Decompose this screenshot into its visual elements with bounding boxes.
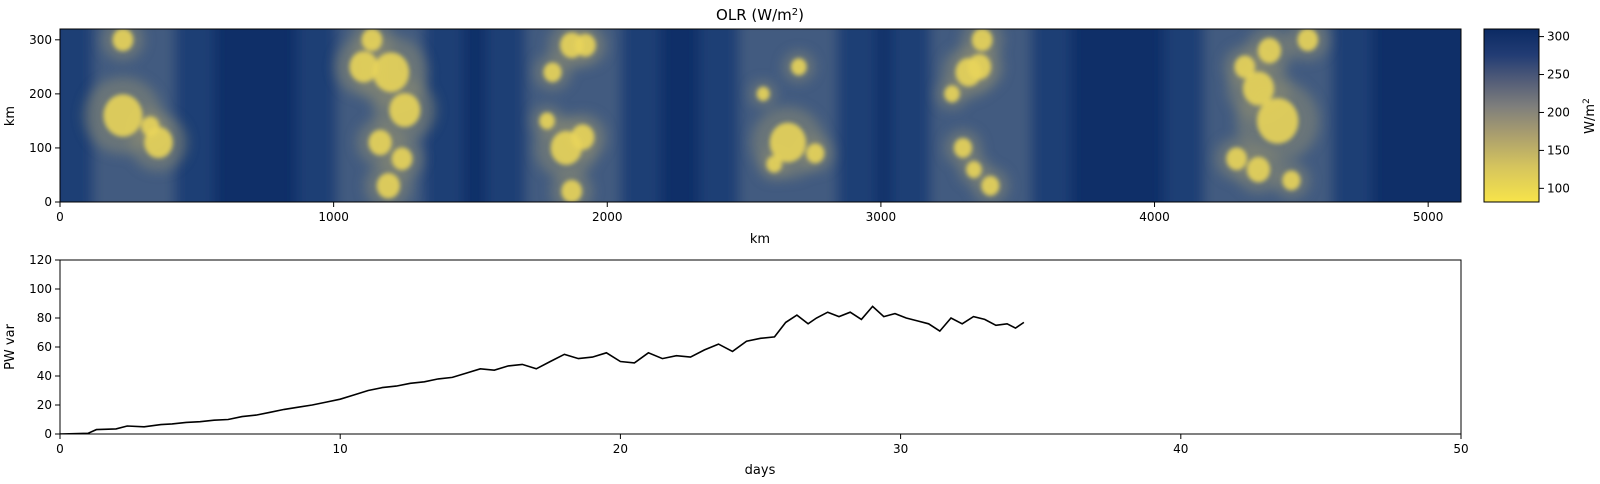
line-x-tick-label: 40 [1173,442,1188,456]
line-x-tick-label: 20 [613,442,628,456]
colorbar-tick-label: 200 [1547,105,1570,119]
cloud-cluster-5-7 [1282,170,1301,191]
heatmap-x-ticks: 0 1000 2000 3000 4000 5000 [56,202,1443,224]
line-x-ticks: 0 10 20 30 40 50 [56,434,1469,456]
cloud-cluster-4-2 [971,29,993,52]
cloud-cluster-2-6 [539,112,555,130]
colorbar-tick-label: 250 [1547,68,1570,82]
heatmap-y-ticks: 0 100 200 300 [29,33,60,209]
cloud-cluster-1-3 [368,129,392,156]
heatmap-x-axis-label: km [750,232,770,247]
line-y-tick-label: 40 [37,369,52,383]
cloud-cluster-3-4 [756,86,770,101]
cloud-cluster-1-4 [391,147,413,171]
heatmap-x-tick-label: 3000 [866,210,897,224]
line-x-tick-label: 50 [1453,442,1468,456]
line-y-axis-label: PW var [3,323,18,369]
heatmap-title: OLR (W/m2) [716,6,804,24]
cloud-cluster-5-0 [1256,98,1299,144]
cloud-cluster-2-4 [543,62,562,83]
line-x-tick-label: 30 [893,442,908,456]
cloud-cluster-1-6 [376,173,401,199]
cloud-cluster-3-3 [766,155,782,173]
cloud-cluster-2-1 [570,124,595,150]
colorbar: 100 150 200 250 300 W/m2 [1483,28,1598,203]
cloud-cluster-4-1 [967,54,992,80]
heatmap-y-tick-label: 100 [29,141,52,155]
heatmap-x-tick-label: 1000 [318,210,349,224]
cloud-cluster-1-1 [372,52,410,93]
olr-heatmap-panel: OLR (W/m2) 0 1000 2000 3000 4000 5000 0 100 200… [3,6,1462,247]
pw-var-line-panel: 0 10 20 30 40 50 0 20 40 60 80 100 120 days PW var [3,253,1469,478]
colorbar-tick-label: 300 [1547,30,1570,44]
series-line-pw-var [60,305,1025,434]
colorbar-tick-label: 100 [1547,181,1570,195]
cloud-cluster-5-4 [1226,147,1248,171]
colorbar-gradient [1483,28,1540,203]
cloud-cluster-0-3 [141,116,160,137]
line-y-tick-label: 120 [29,253,52,267]
heatmap-x-tick-label: 2000 [592,210,623,224]
line-x-tick-label: 0 [56,442,64,456]
cloud-cluster-5-2 [1257,37,1282,64]
cloud-cluster-4-5 [981,175,1000,196]
colorbar-tick-label: 150 [1547,143,1570,157]
heatmap-x-tick-label: 5000 [1413,210,1444,224]
line-y-ticks: 0 20 40 60 80 100 120 [29,253,60,441]
heatmap-y-tick-label: 200 [29,87,52,101]
cloud-cluster-2-3 [574,33,596,57]
cloud-cluster-5-6 [1246,156,1271,183]
cloud-cluster-1-5 [361,29,383,52]
heatmap-image [60,29,1461,202]
cluster-group [103,29,1319,202]
line-y-tick-label: 100 [29,282,52,296]
colorbar-label: W/m2 [1582,98,1598,134]
cloud-cluster-5-5 [1234,55,1256,79]
line-y-tick-label: 20 [37,398,52,412]
cloud-cluster-4-3 [953,138,973,158]
cloud-cluster-3-1 [806,143,825,164]
line-y-tick-label: 80 [37,311,52,325]
heatmap-y-tick-label: 0 [44,195,52,209]
cloud-cluster-1-2 [389,93,421,128]
heatmap-y-tick-label: 300 [29,33,52,47]
line-y-tick-label: 60 [37,340,52,354]
heatmap-x-tick-label: 4000 [1139,210,1170,224]
line-plot-frame [59,259,1462,435]
heatmap-y-axis-label: km [3,106,18,126]
cloud-cluster-0-2 [112,29,134,52]
line-y-tick-label: 0 [44,427,52,441]
heatmap-x-tick-label: 0 [56,210,64,224]
line-x-axis-label: days [745,463,776,478]
heatmap-frame [59,28,1462,203]
cloud-cluster-0-0 [103,94,143,137]
colorbar-ticks: 100 150 200 250 300 [1539,30,1570,195]
cloud-cluster-3-0 [769,122,807,163]
cloud-cluster-1-0 [349,51,379,83]
cloud-cluster-2-5 [561,179,583,202]
cloud-cluster-4-6 [944,85,960,103]
line-x-tick-label: 10 [333,442,348,456]
cloud-cluster-5-3 [1297,29,1319,52]
cloud-cluster-5-1 [1242,71,1275,106]
cloud-cluster-4-4 [966,161,982,179]
cloud-cluster-3-2 [791,58,807,76]
